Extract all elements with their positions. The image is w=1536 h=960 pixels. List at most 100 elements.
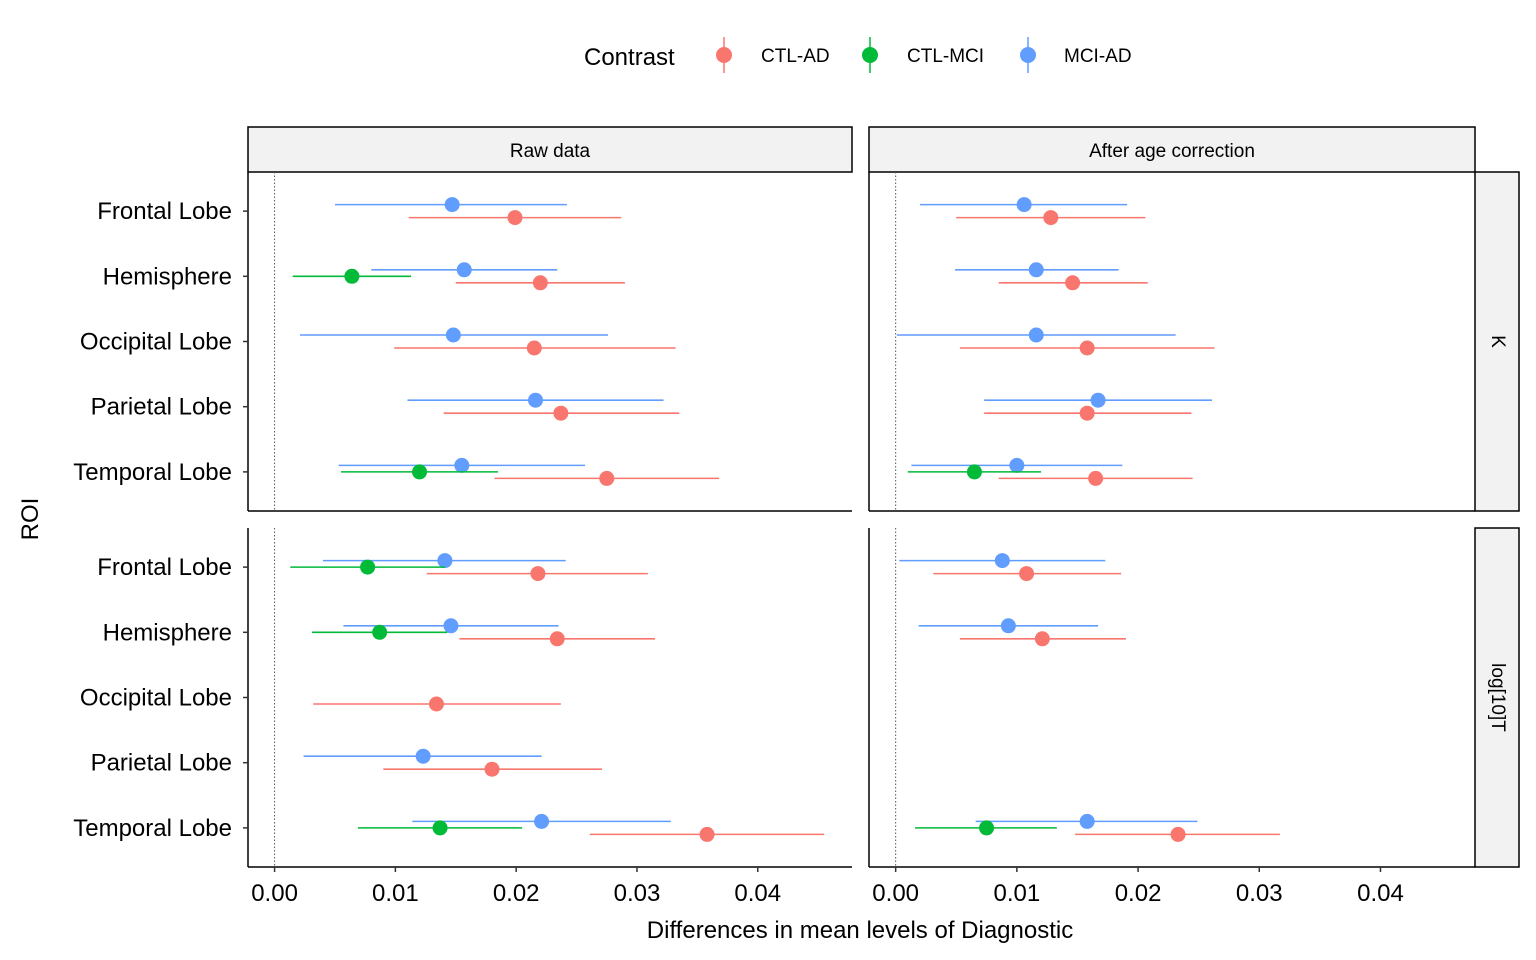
estimate-point <box>549 631 565 647</box>
estimate-point <box>526 340 542 356</box>
panel-after-age-correction-log-10-t <box>868 528 1475 868</box>
estimate-point <box>507 210 523 226</box>
estimate-point <box>1034 631 1050 647</box>
x-tick-label: 0.01 <box>372 880 419 907</box>
y-tick-label: Parietal Lobe <box>91 394 232 421</box>
estimate-point <box>454 457 470 473</box>
x-tick-label: 0.00 <box>251 880 298 907</box>
estimate-point <box>966 464 982 480</box>
estimate-point <box>344 268 360 284</box>
point-range-temporal-lobe-ctl-mci <box>915 820 1057 836</box>
legend: Contrast CTL-AD CTL-MCI MCI-AD <box>584 37 1132 73</box>
estimate-point <box>534 813 550 829</box>
estimate-point <box>443 618 459 634</box>
point-range-hemisphere-ctl-ad <box>455 275 625 291</box>
estimate-point <box>994 553 1010 569</box>
estimate-point <box>599 470 615 486</box>
panel-raw-data-log-10-t <box>247 528 852 868</box>
x-tick-label: 0.03 <box>614 880 661 907</box>
strip-label: After age correction <box>1089 141 1255 162</box>
point-range-parietal-lobe-mci-ad <box>303 748 542 764</box>
y-tick-label: Temporal Lobe <box>73 459 232 486</box>
x-axis-title: Differences in mean levels of Diagnostic <box>647 917 1073 944</box>
legend-item-ctl-mci: CTL-MCI <box>862 37 984 73</box>
estimate-point <box>415 748 431 764</box>
strip-background <box>868 126 1476 173</box>
estimate-point <box>412 464 428 480</box>
legend-key-point <box>716 47 732 63</box>
point-range-frontal-lobe-ctl-mci <box>290 559 445 575</box>
point-range-temporal-lobe-ctl-mci <box>341 464 499 480</box>
estimate-point <box>1170 826 1186 842</box>
estimate-point <box>553 405 569 421</box>
estimate-point <box>979 820 995 836</box>
y-tick-label: Parietal Lobe <box>91 750 232 777</box>
point-range-hemisphere-mci-ad <box>955 262 1119 278</box>
point-range-hemisphere-ctl-ad <box>959 631 1126 647</box>
facet-strip-after-age-correction: After age correction <box>868 126 1476 173</box>
estimate-point <box>1009 457 1025 473</box>
point-range-hemisphere-ctl-mci <box>292 268 412 284</box>
x-tick-label: 0.03 <box>1236 880 1283 907</box>
strip-background <box>1474 171 1520 512</box>
point-range-hemisphere-mci-ad <box>371 262 558 278</box>
y-tick-label: Occipital Lobe <box>80 329 232 356</box>
point-range-temporal-lobe-ctl-ad <box>494 470 720 486</box>
estimate-point <box>360 559 376 575</box>
point-range-parietal-lobe-mci-ad <box>407 392 664 408</box>
point-range-temporal-lobe-mci-ad <box>975 813 1198 829</box>
point-range-temporal-lobe-ctl-mci <box>907 464 1042 480</box>
estimate-point <box>372 624 388 640</box>
y-tick-label: Frontal Lobe <box>97 554 232 581</box>
x-tick-label: 0.04 <box>734 880 781 907</box>
strip-background <box>1474 527 1520 868</box>
x-tick-label: 0.01 <box>994 880 1041 907</box>
estimate-point <box>530 566 546 582</box>
estimate-point <box>532 275 548 291</box>
point-range-frontal-lobe-ctl-ad <box>408 210 622 226</box>
estimate-point <box>1079 813 1095 829</box>
point-range-temporal-lobe-ctl-ad <box>1075 826 1280 842</box>
point-range-frontal-lobe-mci-ad <box>334 197 567 213</box>
estimate-point <box>445 327 461 343</box>
point-range-temporal-lobe-mci-ad <box>911 457 1123 473</box>
point-range-occipital-lobe-mci-ad <box>299 327 608 343</box>
point-range-hemisphere-mci-ad <box>918 618 1099 634</box>
legend-label: MCI-AD <box>1064 46 1132 67</box>
estimate-point <box>1088 470 1104 486</box>
point-range-temporal-lobe-mci-ad <box>412 813 671 829</box>
y-tick-label: Temporal Lobe <box>73 815 232 842</box>
point-range-temporal-lobe-ctl-mci <box>357 820 523 836</box>
point-range-frontal-lobe-ctl-ad <box>426 566 648 582</box>
y-tick-label: Hemisphere <box>103 619 232 646</box>
y-tick-label: Frontal Lobe <box>97 198 232 225</box>
x-tick-label: 0.02 <box>1115 880 1162 907</box>
point-range-hemisphere-ctl-ad <box>998 275 1148 291</box>
strip-background <box>247 126 853 173</box>
estimate-point <box>528 392 544 408</box>
legend-item-mci-ad: MCI-AD <box>1020 37 1132 73</box>
estimate-point <box>428 696 444 712</box>
estimate-point <box>1028 262 1044 278</box>
x-tick-label: 0.04 <box>1357 880 1404 907</box>
estimate-point <box>1043 210 1059 226</box>
legend-key-point <box>862 47 878 63</box>
point-range-frontal-lobe-mci-ad <box>322 553 566 569</box>
legend-key-point <box>1020 47 1036 63</box>
point-range-occipital-lobe-ctl-ad <box>313 696 561 712</box>
estimate-point <box>456 262 472 278</box>
y-tick-label: Hemisphere <box>103 263 232 290</box>
point-range-occipital-lobe-mci-ad <box>896 327 1176 343</box>
point-range-hemisphere-ctl-mci <box>312 624 448 640</box>
panel-raw-data-k <box>247 172 852 512</box>
point-range-occipital-lobe-ctl-ad <box>394 340 676 356</box>
estimate-point <box>444 197 460 213</box>
y-tick-label: Occipital Lobe <box>80 685 232 712</box>
strip-label: log[10]T <box>1487 663 1508 732</box>
legend-title: Contrast <box>584 44 675 71</box>
strip-label: K <box>1487 335 1508 348</box>
point-range-frontal-lobe-ctl-ad <box>956 210 1146 226</box>
legend-item-ctl-ad: CTL-AD <box>716 37 830 73</box>
facet-strip-raw-data: Raw data <box>247 126 853 173</box>
